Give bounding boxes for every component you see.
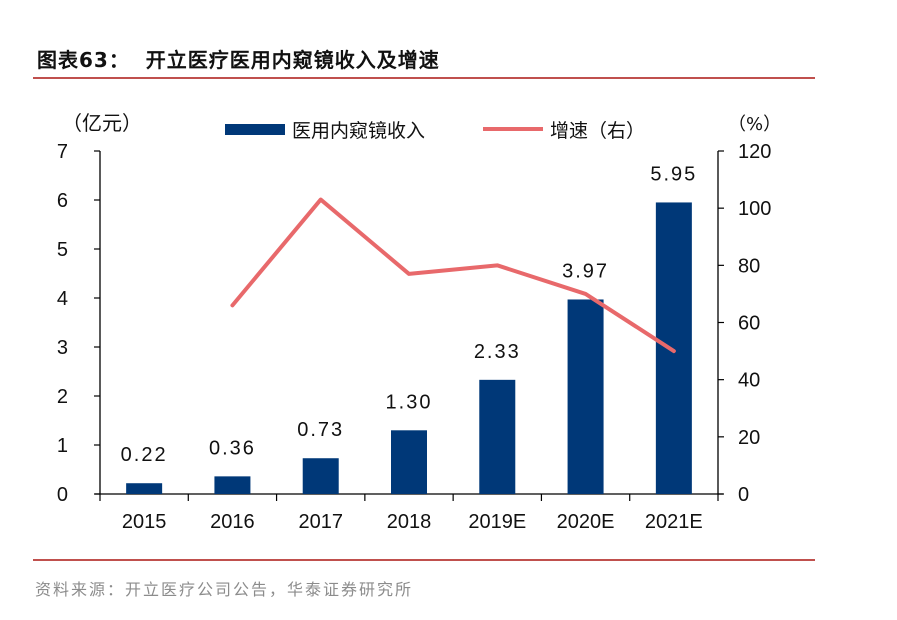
left-tick-label: 0 [57, 484, 68, 506]
bottom-rule [33, 559, 815, 561]
left-tick-label: 2 [57, 386, 68, 408]
left-axis-label: （亿元） [62, 111, 142, 135]
bar [567, 299, 604, 494]
x-tick-label: 2021E [645, 511, 703, 533]
left-tick-label: 3 [57, 337, 68, 359]
x-tick-label: 2017 [298, 511, 343, 533]
bar-value-label: 0.22 [121, 444, 168, 466]
bar [302, 458, 339, 494]
x-tick-label: 2019E [468, 511, 526, 533]
left-tick-label: 1 [57, 435, 68, 457]
left-tick-label: 4 [57, 288, 68, 310]
right-tick-label: 20 [738, 427, 760, 449]
x-tick-label: 2020E [557, 511, 615, 533]
right-tick-label: 80 [738, 255, 760, 277]
right-tick-label: 0 [738, 484, 749, 506]
bar [126, 483, 163, 494]
legend-bar-label: 医用内窥镜收入 [292, 120, 425, 142]
figure-label: 图表63： [37, 48, 130, 72]
figure-title-text: 开立医疗医用内窥镜收入及增速 [145, 48, 440, 72]
left-tick-label: 6 [57, 190, 68, 212]
bar [391, 430, 427, 494]
growth-line [230, 197, 676, 354]
bar-value-label: 0.36 [209, 437, 256, 459]
legend-line-label: 增速（右） [550, 120, 645, 142]
x-tick-label: 2016 [210, 511, 255, 533]
x-tick-label: 2018 [387, 511, 432, 533]
right-tick-label: 100 [738, 198, 771, 220]
bar [655, 202, 692, 494]
bar-value-label: 5.95 [650, 163, 697, 185]
right-tick-label: 120 [738, 141, 771, 163]
bar-value-label: 1.30 [386, 391, 433, 413]
right-tick-label: 60 [738, 313, 760, 335]
right-axis-label: （%） [728, 114, 781, 135]
bar [214, 476, 251, 494]
legend-bar-swatch [225, 124, 285, 135]
x-tick-label: 2015 [122, 511, 167, 533]
bar-value-label: 3.97 [562, 260, 609, 282]
left-tick-label: 7 [57, 141, 68, 163]
bar-value-label: 2.33 [474, 341, 521, 363]
top-rule [33, 77, 815, 79]
figure-title: 图表63： 开立医疗医用内窥镜收入及增速 [37, 44, 440, 73]
right-tick-label: 40 [738, 370, 760, 392]
source-note: 资料来源：开立医疗公司公告，华泰证券研究所 [35, 580, 414, 599]
left-tick-label: 5 [57, 239, 68, 261]
bar [479, 379, 516, 494]
bar-value-label: 0.73 [297, 419, 344, 441]
